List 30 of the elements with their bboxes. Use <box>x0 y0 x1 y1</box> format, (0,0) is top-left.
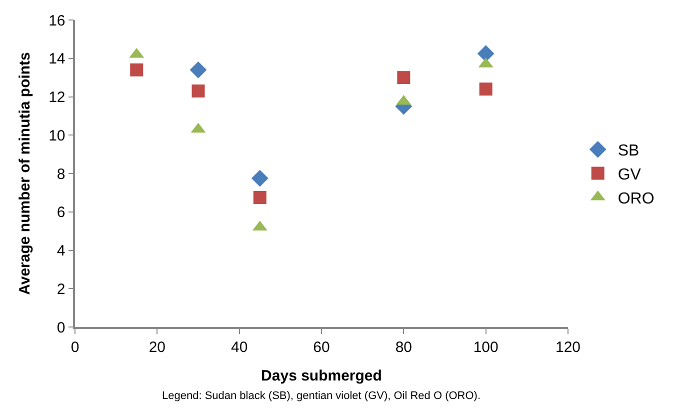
point <box>397 71 410 84</box>
legend-label: GV <box>618 166 642 184</box>
y-axis-title: Average number of minutia points <box>16 52 34 295</box>
point <box>479 82 492 96</box>
x-tick-label: 20 <box>148 338 166 356</box>
y-tick-label: 14 <box>48 50 66 68</box>
y-tick-label: 6 <box>56 204 66 222</box>
x-axis-title: Days submerged <box>261 367 382 384</box>
y-tick-label: 2 <box>56 280 66 298</box>
x-tick-label: 120 <box>555 338 581 356</box>
point <box>192 84 205 98</box>
x-tick-label: 0 <box>70 338 80 356</box>
x-tick-label: 40 <box>230 338 248 356</box>
point <box>253 190 266 204</box>
y-tick-label: 12 <box>48 89 66 106</box>
y-tick-label: 10 <box>48 127 66 144</box>
legend-label: SB <box>618 142 640 160</box>
y-tick-label: 8 <box>56 166 66 183</box>
y-tick-label: 16 <box>48 12 66 30</box>
y-tick-label: 0 <box>56 319 66 336</box>
point <box>190 61 207 78</box>
text: Legend: Sudan black (SB), gentian violet (GV), Oil Red O (ORO). <box>162 390 481 402</box>
x-tick-label: 60 <box>313 338 330 356</box>
x-tick-label: 80 <box>395 338 412 356</box>
x-tick-label: 100 <box>473 338 498 356</box>
point <box>251 170 268 187</box>
point <box>477 45 494 62</box>
y-tick-label: 4 <box>56 242 66 260</box>
point <box>130 63 144 76</box>
legend-label: ORO <box>618 190 654 208</box>
